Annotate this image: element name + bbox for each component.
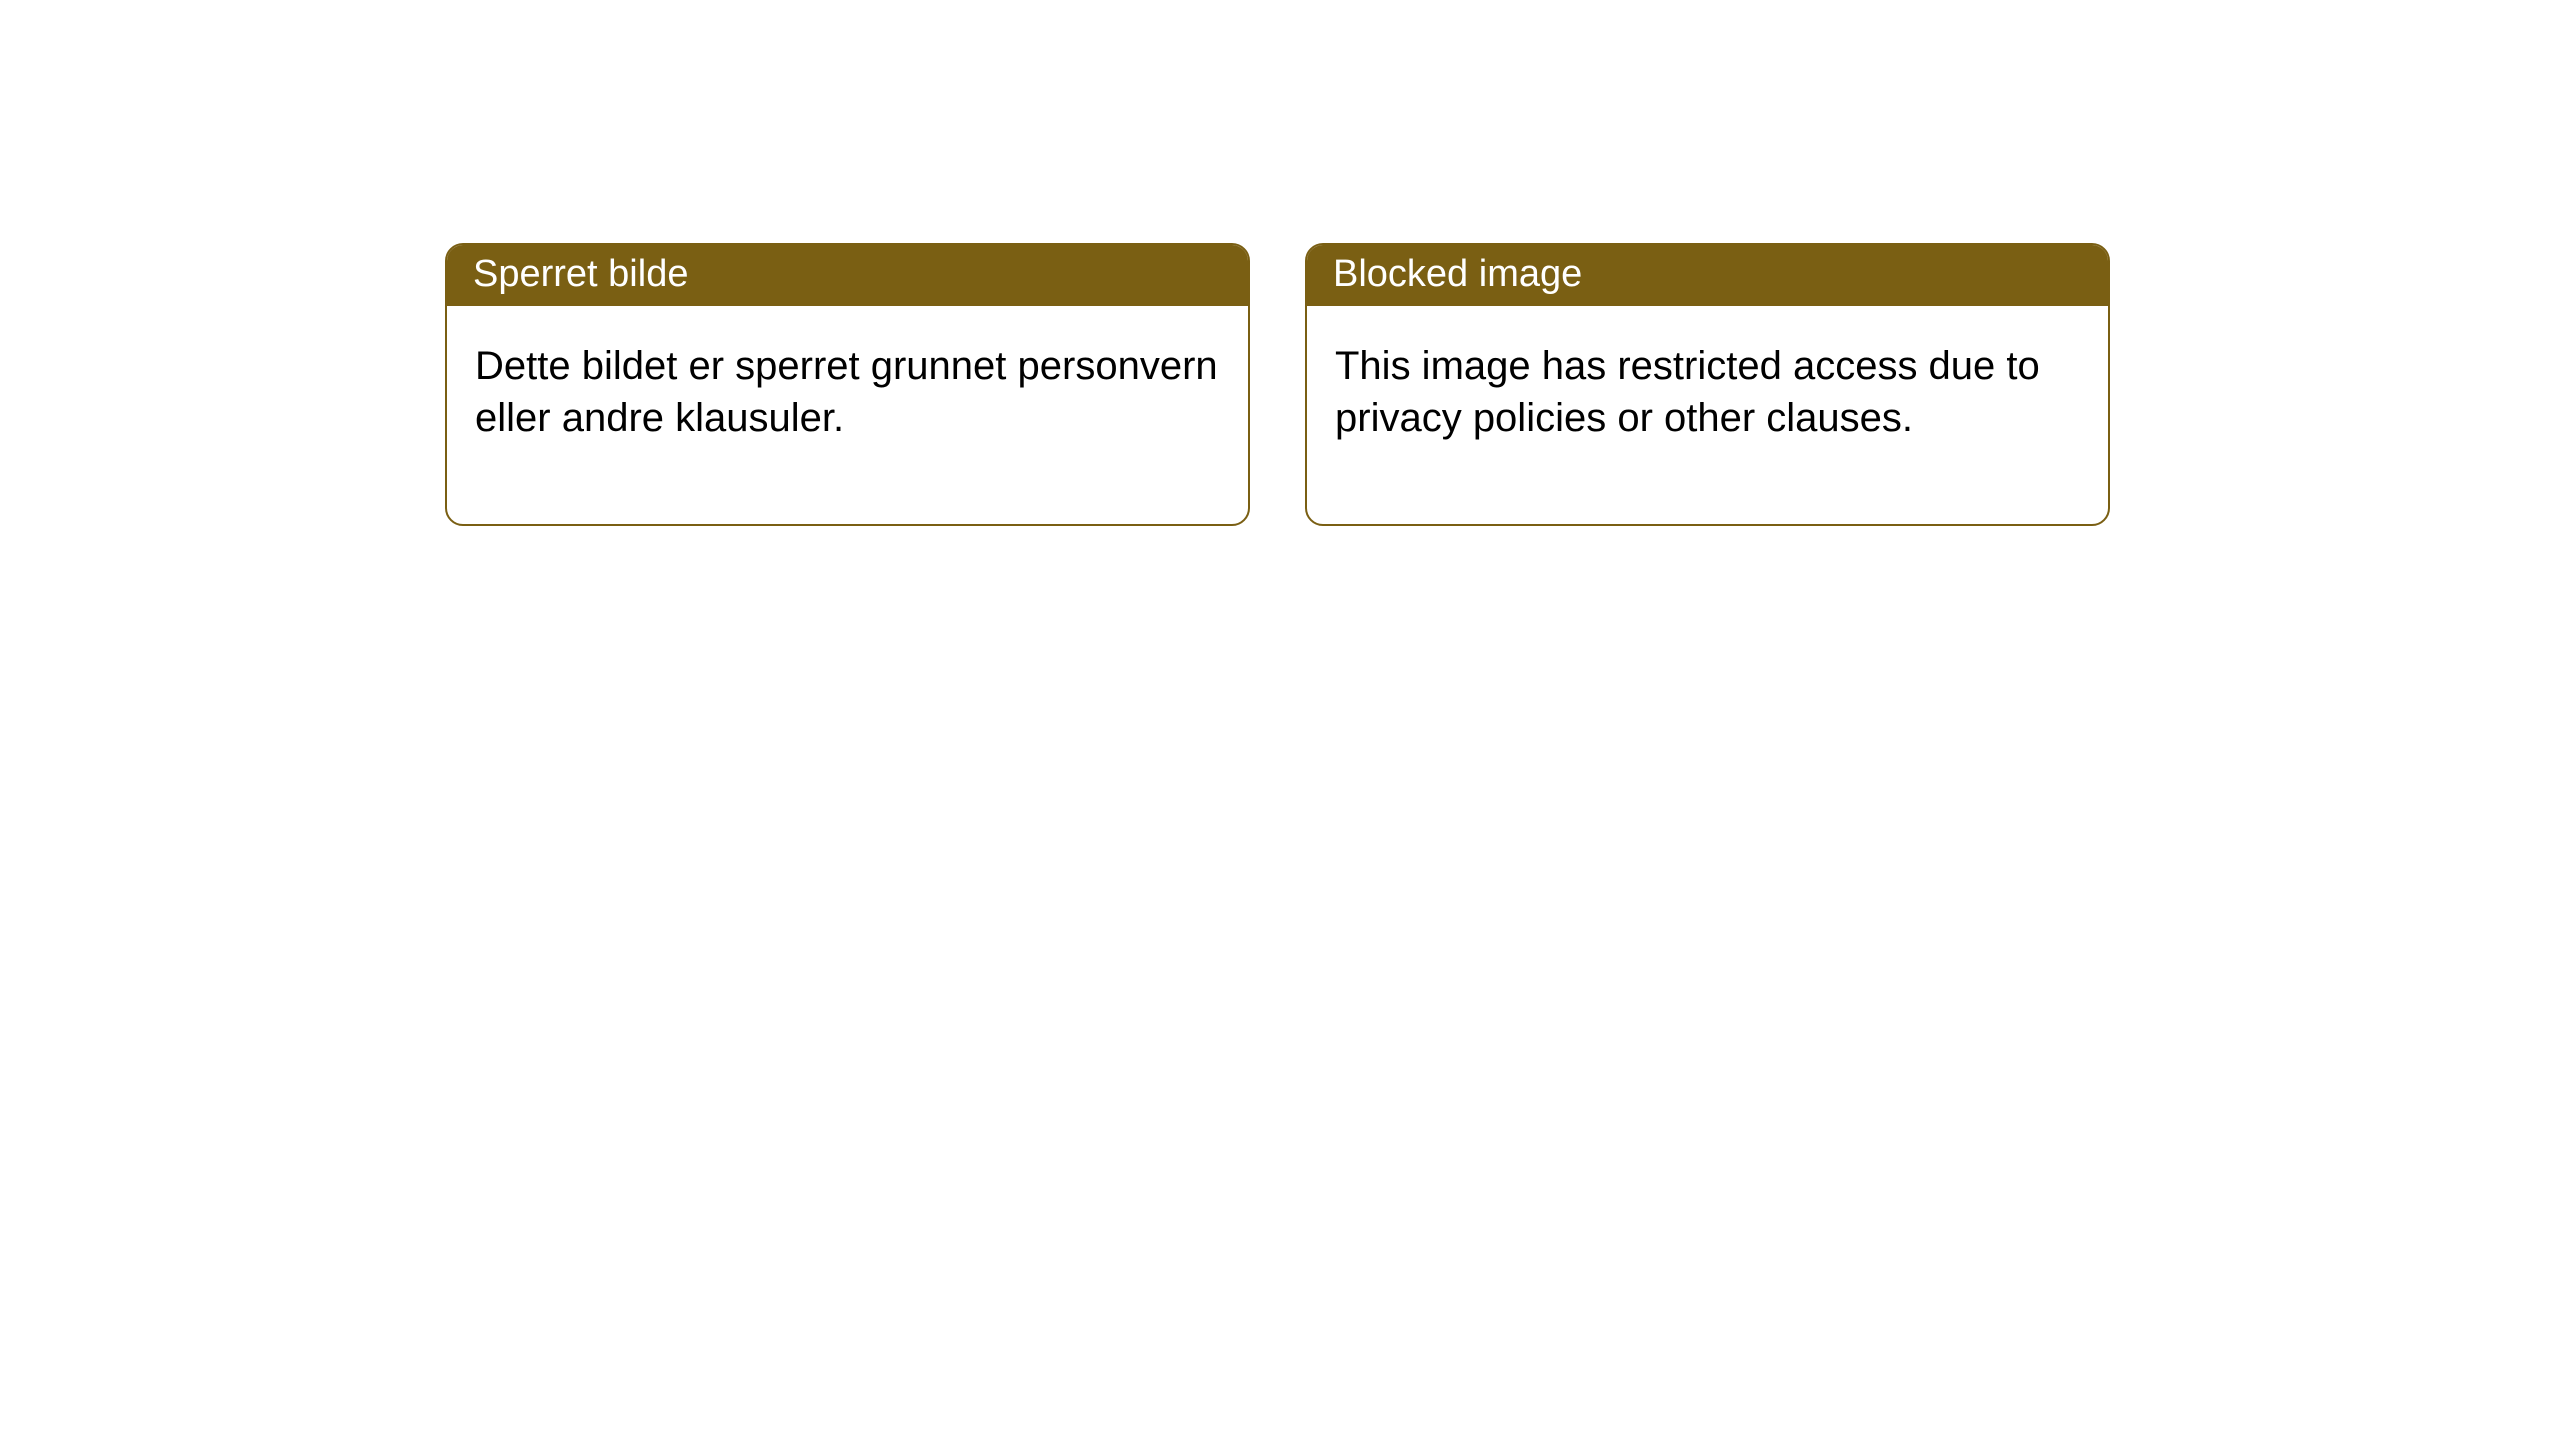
message-container: Sperret bilde Dette bildet er sperret gr… [0, 0, 2560, 526]
message-title: Sperret bilde [473, 253, 688, 295]
message-text: Dette bildet er sperret grunnet personve… [475, 344, 1218, 440]
message-box-english: Blocked image This image has restricted … [1305, 243, 2110, 526]
message-text: This image has restricted access due to … [1335, 344, 2040, 440]
message-header: Blocked image [1307, 245, 2108, 306]
message-body: This image has restricted access due to … [1307, 306, 2108, 524]
message-body: Dette bildet er sperret grunnet personve… [447, 306, 1248, 524]
message-title: Blocked image [1333, 253, 1582, 295]
message-header: Sperret bilde [447, 245, 1248, 306]
message-box-norwegian: Sperret bilde Dette bildet er sperret gr… [445, 243, 1250, 526]
